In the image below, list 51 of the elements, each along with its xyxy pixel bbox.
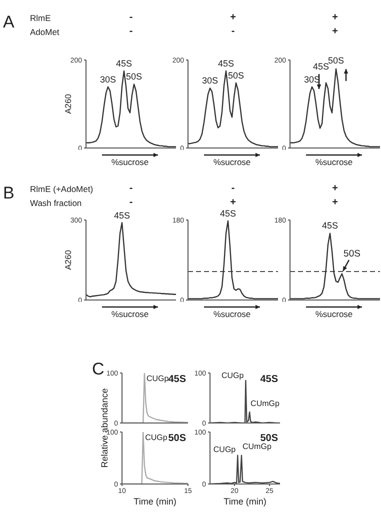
text: + — [332, 197, 338, 208]
text: - — [231, 26, 235, 37]
text: - — [129, 26, 133, 37]
text: C — [92, 360, 104, 378]
x-axis-title: %sucrose — [111, 308, 149, 319]
text: B — [3, 184, 14, 202]
annotation: 50S — [344, 248, 360, 260]
chart-title: 50S — [168, 433, 186, 444]
text: - — [129, 12, 133, 23]
text: RlmE — [30, 12, 51, 23]
chart-title: 45S — [168, 374, 186, 385]
annotation: 30S — [100, 74, 116, 84]
text: - — [129, 197, 133, 208]
text: + — [332, 183, 338, 194]
text: AdoMet — [30, 26, 60, 37]
text: Wash fraction — [30, 198, 82, 208]
annotation: CUGp — [221, 370, 244, 380]
x-axis-title: Time (min) — [134, 496, 176, 506]
chart-title: 50S — [260, 433, 278, 444]
annotation: 30S — [202, 76, 218, 86]
y-axis-title: A260 — [62, 94, 73, 114]
text: + — [230, 12, 236, 23]
text: + — [230, 197, 236, 208]
annotation: CUmGp — [242, 442, 272, 452]
x-axis-title: %sucrose — [111, 156, 149, 167]
annotation: 50S — [126, 72, 142, 82]
annotation: 45S — [312, 61, 329, 72]
annotation: CUGp — [146, 374, 169, 383]
text: A — [3, 12, 14, 32]
text: RlmE (+AdoMet) — [30, 184, 94, 194]
annotation: CUGp — [213, 445, 236, 454]
x-axis-title: %sucrose — [213, 308, 251, 319]
annotation: 50S — [328, 55, 344, 66]
text: - — [231, 183, 235, 194]
annotation: 45S — [114, 210, 130, 220]
x-axis-title: %sucrose — [315, 156, 353, 167]
text: + — [332, 26, 338, 37]
annotation: CUGp — [145, 433, 168, 442]
x-axis-title: Time (min) — [224, 496, 266, 506]
x-axis-title: %sucrose — [315, 308, 353, 319]
y-axis-title: A260 — [62, 250, 73, 270]
chart-title: 45S — [260, 374, 278, 385]
text: + — [332, 12, 338, 23]
annotation: 50S — [228, 70, 244, 80]
annotation: 45S — [220, 208, 236, 218]
annotation: 45S — [218, 58, 234, 68]
annotation: CUmGp — [250, 399, 280, 408]
text: - — [129, 183, 133, 194]
annotation: 45S — [322, 220, 338, 231]
annotation: 45S — [116, 58, 132, 68]
x-axis-title: %sucrose — [213, 156, 251, 167]
